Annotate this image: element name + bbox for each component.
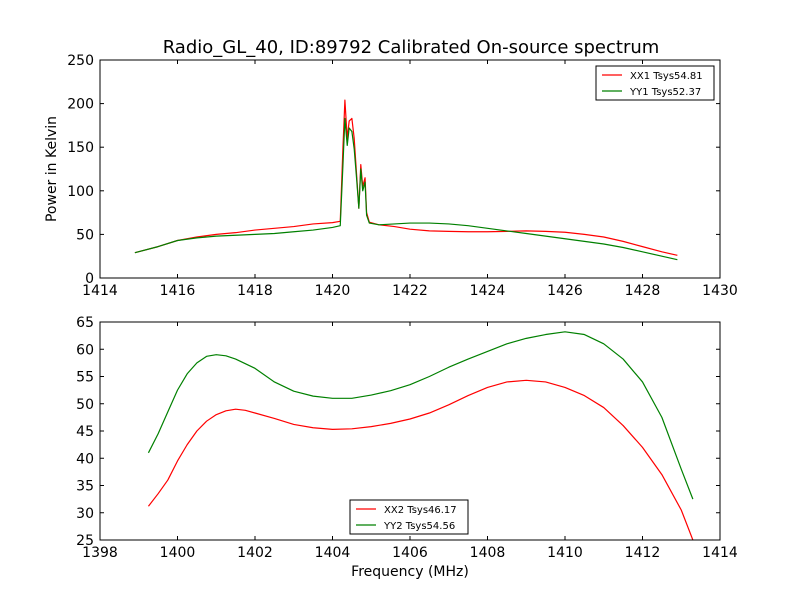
x-tick-label: 1430 bbox=[702, 283, 738, 299]
x-tick-label: 1414 bbox=[702, 545, 738, 561]
y-tick-label: 40 bbox=[76, 451, 94, 467]
x-tick-label: 1410 bbox=[547, 545, 583, 561]
y-tick-label: 25 bbox=[76, 533, 94, 549]
x-tick-label: 1422 bbox=[392, 283, 428, 299]
x-tick-label: 1402 bbox=[237, 545, 273, 561]
y-tick-label: 35 bbox=[76, 479, 94, 495]
x-tick-label: 1418 bbox=[237, 283, 273, 299]
y-tick-label: 55 bbox=[76, 370, 94, 386]
y-tick-label: 200 bbox=[67, 97, 94, 113]
x-tick-label: 1428 bbox=[625, 283, 661, 299]
chart-title: Radio_GL_40, ID:89792 Calibrated On-sour… bbox=[163, 37, 660, 58]
y-axis-label: Power in Kelvin bbox=[44, 116, 60, 222]
x-tick-label: 1404 bbox=[315, 545, 351, 561]
x-axis-label: Frequency (MHz) bbox=[351, 564, 469, 580]
legend: XX2 Tsys46.17 YY2 Tsys54.56 bbox=[349, 499, 469, 535]
x-tick-label: 1406 bbox=[392, 545, 428, 561]
x-tick-label: 1408 bbox=[470, 545, 506, 561]
y-tick-label: 45 bbox=[76, 424, 94, 440]
legend-box bbox=[595, 65, 715, 101]
legend-box bbox=[349, 499, 469, 535]
x-tick-label: 1424 bbox=[470, 283, 506, 299]
y-tick-label: 250 bbox=[67, 53, 94, 69]
x-tick-label: 1398 bbox=[82, 545, 118, 561]
y-tick-label: 0 bbox=[85, 271, 94, 287]
y-tick-label: 150 bbox=[67, 140, 94, 156]
x-tick-label: 1412 bbox=[625, 545, 661, 561]
x-tick-label: 1426 bbox=[547, 283, 583, 299]
series-line-xx bbox=[147, 379, 694, 540]
legend-label: YY1 Tsys52.37 bbox=[629, 87, 701, 98]
series-line-yy bbox=[134, 117, 678, 261]
x-tick-label: 1416 bbox=[160, 283, 196, 299]
legend: XX1 Tsys54.81 YY1 Tsys52.37 bbox=[595, 65, 715, 101]
y-tick-label: 60 bbox=[76, 342, 94, 358]
y-tick-label: 50 bbox=[76, 397, 94, 413]
legend-label: XX2 Tsys46.17 bbox=[384, 505, 457, 516]
x-tick-label: 1414 bbox=[82, 283, 118, 299]
series-line-yy bbox=[147, 331, 694, 500]
y-tick-label: 65 bbox=[76, 315, 94, 331]
legend-label: YY2 Tsys54.56 bbox=[383, 521, 455, 532]
y-tick-label: 100 bbox=[67, 184, 94, 200]
y-tick-label: 30 bbox=[76, 506, 94, 522]
x-tick-label: 1420 bbox=[315, 283, 351, 299]
legend-label: XX1 Tsys54.81 bbox=[630, 71, 703, 82]
bottom-axes: 1398 1400 1402 1404 1406 1408 1410 1412 1414 25 30… bbox=[76, 315, 738, 561]
top-axes: 1414 1416 1418 1420 1422 1424 1426 1428 1430 0 50 1… bbox=[67, 53, 738, 299]
x-tick-label: 1400 bbox=[160, 545, 196, 561]
y-tick-label: 50 bbox=[76, 227, 94, 243]
